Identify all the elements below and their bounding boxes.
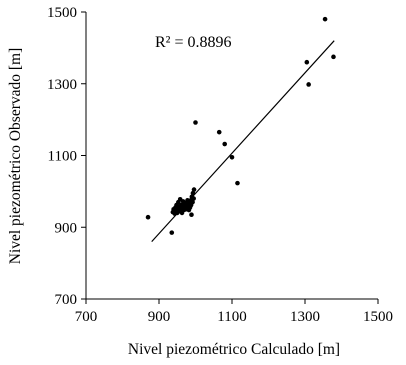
data-point <box>229 154 235 160</box>
r-squared-annotation: R² = 0.8896 <box>155 34 232 51</box>
data-point <box>189 212 194 217</box>
data-point <box>222 141 227 147</box>
data-point <box>190 199 195 205</box>
x-tick-label: 900 <box>148 309 171 325</box>
data-point <box>193 120 198 125</box>
data-point <box>190 190 196 196</box>
data-point <box>191 187 197 192</box>
data-point <box>216 129 222 135</box>
data-point <box>304 59 310 65</box>
data-point <box>322 16 328 22</box>
y-tick-label: 700 <box>55 292 78 308</box>
y-tick-label: 1100 <box>48 149 77 165</box>
x-tick-label: 1100 <box>217 309 246 325</box>
x-tick-label: 700 <box>75 309 98 325</box>
y-tick-label: 1300 <box>47 77 77 93</box>
data-point <box>235 180 240 186</box>
x-ticks: 700 900 1100 1300 1500 <box>75 299 393 325</box>
data-point <box>169 230 175 235</box>
x-tick-label: 1500 <box>363 309 393 325</box>
y-ticks: 700 900 1100 1300 1500 <box>47 5 86 308</box>
data-point <box>306 82 311 87</box>
x-axis-title: Nivel piezométrico Calculado [m] <box>128 341 340 358</box>
y-axis-title: Nivel piezométrico Observado [m] <box>7 48 24 265</box>
data-point <box>191 196 196 201</box>
x-tick-label: 1300 <box>290 309 320 325</box>
data-points <box>145 16 336 235</box>
y-tick-label: 1500 <box>47 5 77 21</box>
data-point <box>331 54 336 60</box>
data-point <box>145 214 151 220</box>
y-tick-label: 900 <box>55 220 78 236</box>
